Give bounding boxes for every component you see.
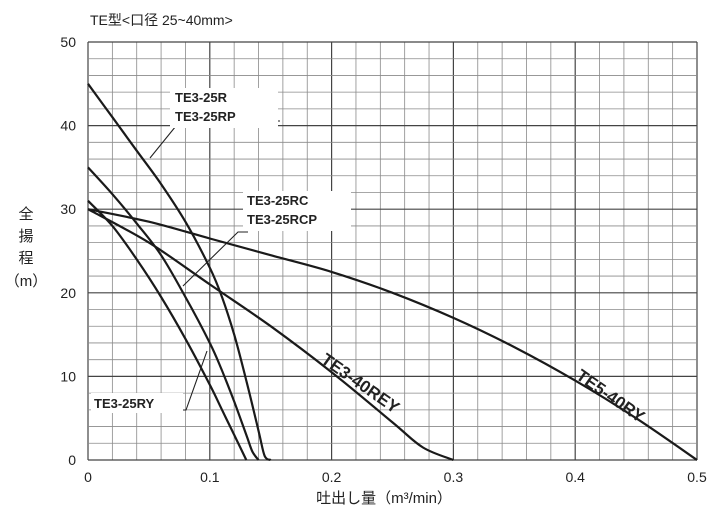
label-leaders bbox=[149, 120, 280, 411]
label-te3-25rcp: TE3-25RCP bbox=[247, 212, 317, 227]
y-tick-label: 50 bbox=[60, 34, 76, 50]
curve-line bbox=[87, 208, 698, 461]
label-te3-25r: TE3-25R bbox=[175, 90, 228, 105]
label-bg-te3-25r bbox=[170, 88, 278, 128]
x-tick-label: 0.5 bbox=[687, 469, 707, 485]
y-tick-label: 10 bbox=[60, 368, 76, 384]
curve-line bbox=[87, 200, 248, 461]
label-te3-25rc: TE3-25RC bbox=[247, 193, 309, 208]
x-tick-label: 0.3 bbox=[444, 469, 464, 485]
y-axis-label: 全揚程 （m） bbox=[5, 205, 48, 290]
label-bg-te3-25rc bbox=[243, 191, 351, 231]
y-tick-label: 20 bbox=[60, 285, 76, 301]
x-axis-label: 吐出し量（m³/min） bbox=[316, 490, 452, 507]
label-bg-te3-25ry bbox=[91, 393, 183, 413]
label-te3-25ry: TE3-25RY bbox=[94, 396, 155, 411]
x-tick-label: 0.2 bbox=[322, 469, 342, 485]
y-axis-label-char: 揚 bbox=[18, 228, 33, 245]
curves bbox=[87, 83, 698, 462]
curve-line bbox=[87, 83, 272, 462]
x-tick-label: 0.4 bbox=[565, 469, 585, 485]
y-tick-label: 40 bbox=[60, 118, 76, 134]
curve-line bbox=[87, 208, 454, 462]
y-axis-label-char: 全 bbox=[18, 205, 33, 223]
y-axis-label-char: （m） bbox=[5, 273, 48, 290]
chart-title: TE型<口径 25~40mm> bbox=[90, 12, 233, 28]
curve-line bbox=[87, 166, 260, 461]
y-axis-label-char: 程 bbox=[18, 250, 33, 267]
label-te3-25rp: TE3-25RP bbox=[175, 109, 236, 124]
label-te5-40ry: TE5-40RY bbox=[573, 366, 649, 427]
y-tick-labels: 0 10 20 30 40 50 bbox=[60, 34, 76, 468]
x-tick-label: 0 bbox=[84, 469, 92, 485]
x-tick-label: 0.1 bbox=[200, 469, 220, 485]
y-tick-label: 30 bbox=[60, 201, 76, 217]
x-tick-labels: 0 0.1 0.2 0.3 0.4 0.5 bbox=[84, 469, 707, 485]
y-tick-label: 0 bbox=[68, 452, 76, 468]
leader-te3-25rc bbox=[182, 231, 248, 287]
